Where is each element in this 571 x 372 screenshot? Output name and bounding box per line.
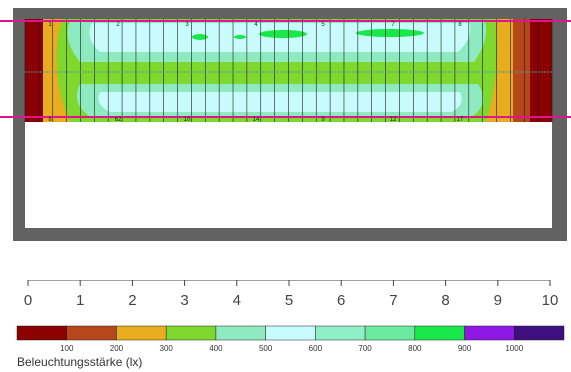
distance-tick-label: 10 <box>542 292 559 309</box>
fixture-label-top: 7 <box>391 22 395 28</box>
illuminance-contour-map <box>25 19 552 122</box>
fixture-label-top: 2 <box>116 22 120 28</box>
distance-tick-label: 2 <box>128 292 136 309</box>
fixture-label-top: 3 <box>185 22 189 28</box>
legend-swatch <box>165 325 217 341</box>
legend-swatch <box>414 325 465 341</box>
legend-tick-label: 400 <box>209 344 223 353</box>
scales: 0 1 2 3 4 5 6 7 8 9 10 100 200 300 400 500 600 700 800 900… <box>16 280 565 353</box>
legend-swatch <box>215 325 266 341</box>
fixture-label-bottom: 10 <box>184 117 191 123</box>
distance-tick-label: 4 <box>233 292 241 309</box>
fixture-strip-lines <box>24 19 553 122</box>
legend-tick-label: 200 <box>110 344 124 353</box>
distance-tick-label: 5 <box>285 292 293 309</box>
distance-tick-label: 1 <box>76 292 84 309</box>
legend-swatch <box>16 325 67 341</box>
fixture-label-bottom: 14 <box>253 117 260 123</box>
distance-tick-label: 6 <box>337 292 345 309</box>
distance-tick-label: 8 <box>441 292 449 309</box>
fixture-label-top: 4 <box>254 22 258 28</box>
legend-swatch <box>364 325 416 341</box>
legend-swatch <box>315 325 366 341</box>
fixture-label-bottom: 8 <box>48 117 52 123</box>
distance-tick-label: 0 <box>24 292 32 309</box>
illuminance-legend-ticks: 100 200 300 400 500 600 700 800 900 1000 <box>60 344 524 353</box>
distance-tick-label: 9 <box>494 292 502 309</box>
legend-swatch <box>265 325 316 341</box>
legend-swatch <box>66 325 117 341</box>
fixture-labels-top: 1 2 3 4 5 7 8 <box>48 22 462 28</box>
fixture-label-top: 5 <box>321 22 325 28</box>
legend-swatch <box>514 325 565 341</box>
distance-axis: 0 1 2 3 4 5 6 7 8 9 10 <box>24 280 559 309</box>
legend-tick-label: 100 <box>60 344 74 353</box>
illuminance-legend-bar <box>16 325 565 341</box>
legend-tick-label: 900 <box>458 344 472 353</box>
legend-tick-label: 700 <box>358 344 372 353</box>
legend-tick-label: 1000 <box>505 344 523 353</box>
fixture-labels-bottom: 8 62 10 14 9 12 17 <box>48 117 464 123</box>
fixture-label-bottom: 12 <box>390 117 397 123</box>
fixture-label-bottom: 9 <box>321 117 325 123</box>
legend-tick-label: 800 <box>408 344 422 353</box>
fixture-label-top: 8 <box>458 22 462 28</box>
fixture-label-bottom: 17 <box>457 117 464 123</box>
legend-tick-label: 300 <box>160 344 174 353</box>
legend-tick-label: 600 <box>309 344 323 353</box>
distance-tick-label: 7 <box>389 292 397 309</box>
legend-swatch <box>116 325 167 341</box>
fixture-label-top: 1 <box>48 22 52 28</box>
legend-swatch <box>464 325 515 341</box>
fixture-label-bottom: 62 <box>115 117 122 123</box>
legend-title: Beleuchtungsstärke (lx) <box>17 355 143 369</box>
legend-tick-label: 500 <box>259 344 273 353</box>
distance-tick-label: 3 <box>180 292 188 309</box>
